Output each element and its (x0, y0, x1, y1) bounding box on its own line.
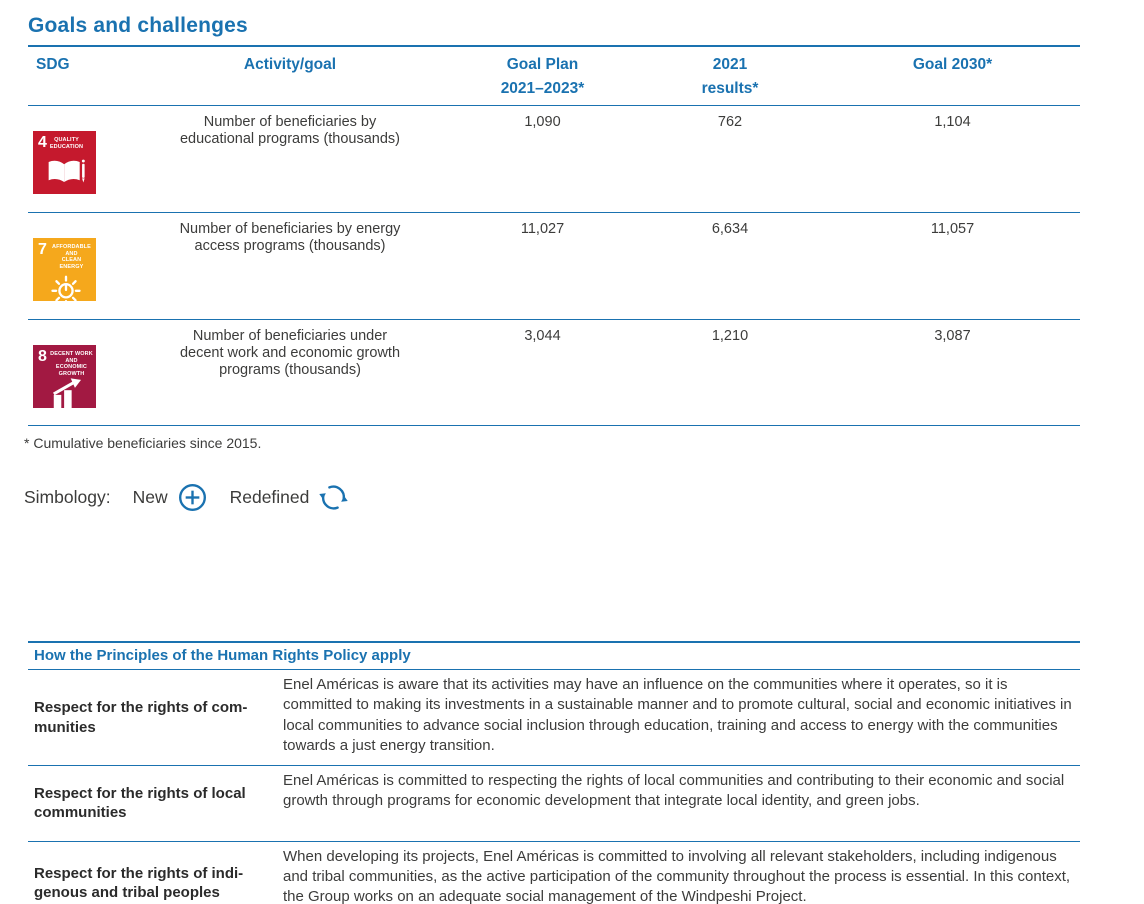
sdg-label: DECENT WORK AND ECONOMIC GROWTH (50, 350, 93, 377)
principle-description: When developing its projects, Enel Améri… (283, 847, 1071, 904)
column-header-activity: Activity/goal (243, 56, 337, 73)
activity-cell: Number of beneficiaries under decent wor… (179, 327, 401, 379)
sdg-label: AFFORDABLE AND CLEAN ENERGY (52, 244, 91, 270)
sdg-cell: 7 AFFORDABLE AND CLEAN ENERGY (28, 213, 130, 319)
column-header-goal-plan: Goal Plan 2021–2023* (500, 56, 585, 98)
table-row: 8 DECENT WORK AND ECONOMIC GROWTH Number… (28, 320, 1080, 427)
sdg-number: 8 (38, 347, 47, 365)
goal-plan-cell: 1,090 (524, 114, 561, 131)
goal-2030-cell: 11,057 (930, 220, 975, 237)
symbology-legend: Simbology: New Redefined (24, 482, 1108, 513)
principle-label: Respect for the rights of indi- genous a… (34, 864, 244, 902)
human-rights-table: How the Principles of the Human Rights P… (28, 641, 1080, 904)
table-row: Respect for the rights of com- munities … (28, 670, 1080, 766)
results-cell: 1,210 (711, 327, 749, 344)
page-title: Goals and challenges (28, 14, 248, 37)
sdg-4-tile: 4 QUALITY EDUCATION (33, 131, 96, 195)
goal-plan-cell: 11,027 (520, 220, 565, 237)
sdg-4-header: 4 QUALITY EDUCATION (38, 135, 93, 151)
sdg-number: 7 (38, 241, 47, 259)
sdg-cell: 8 DECENT WORK AND ECONOMIC GROWTH (28, 320, 130, 426)
sdg-8-header: 8 DECENT WORK AND ECONOMIC GROWTH (38, 347, 93, 377)
results-cell: 6,634 (711, 220, 749, 237)
activity-cell: Number of beneficiaries by educational p… (179, 114, 401, 148)
table-footnote: * Cumulative beneficiaries since 2015. (24, 435, 262, 452)
goals-table-header: SDG Activity/goal Goal Plan 2021–2023* 2… (28, 47, 1080, 107)
table-row: 4 QUALITY EDUCATION Number of be (28, 106, 1080, 213)
growth-chart-icon (38, 377, 93, 410)
open-book-icon (38, 151, 93, 192)
symbology-redefined-label: Redefined (229, 487, 310, 508)
activity-cell: Number of beneficiaries by energy access… (179, 220, 401, 255)
principle-description: Enel Américas is aware that its activiti… (283, 676, 1072, 754)
sun-energy-icon (38, 271, 93, 307)
symbology-label: Simbology: (24, 487, 111, 508)
principle-label: Respect for the rights of local communit… (34, 784, 246, 822)
symbology-new-label: New (132, 487, 168, 508)
human-rights-table-title: How the Principles of the Human Rights P… (28, 643, 1080, 671)
goal-2030-cell: 1,104 (934, 114, 971, 131)
table-row: Respect for the rights of indi- genous a… (28, 842, 1080, 904)
table-row: Respect for the rights of local communit… (28, 766, 1080, 842)
sdg-7-header: 7 AFFORDABLE AND CLEAN ENERGY (38, 242, 93, 270)
column-header-goal-2030: Goal 2030* (912, 56, 993, 73)
results-cell: 762 (717, 114, 743, 131)
goal-2030-cell: 3,087 (934, 327, 971, 344)
sdg-number: 4 (38, 134, 47, 152)
sdg-8-tile: 8 DECENT WORK AND ECONOMIC GROWTH (33, 344, 96, 410)
refresh-icon (318, 482, 349, 513)
table-row: 7 AFFORDABLE AND CLEAN ENERGY (28, 213, 1080, 320)
sdg-7-tile: 7 AFFORDABLE AND CLEAN ENERGY (33, 238, 96, 306)
principle-description: Enel Américas is committed to respecting… (283, 771, 1065, 809)
goal-plan-cell: 3,044 (524, 327, 561, 344)
goals-table: SDG Activity/goal Goal Plan 2021–2023* 2… (28, 45, 1080, 427)
principle-label: Respect for the rights of com- munities (34, 699, 248, 736)
report-page: Goals and challenges SDG Activity/goal G… (24, 14, 1108, 904)
column-header-2021-results: 2021 results* (701, 56, 759, 98)
sdg-cell: 4 QUALITY EDUCATION (28, 106, 130, 212)
column-header-sdg: SDG (36, 56, 70, 73)
sdg-label: QUALITY EDUCATION (49, 137, 84, 151)
plus-circle-icon (177, 482, 208, 513)
